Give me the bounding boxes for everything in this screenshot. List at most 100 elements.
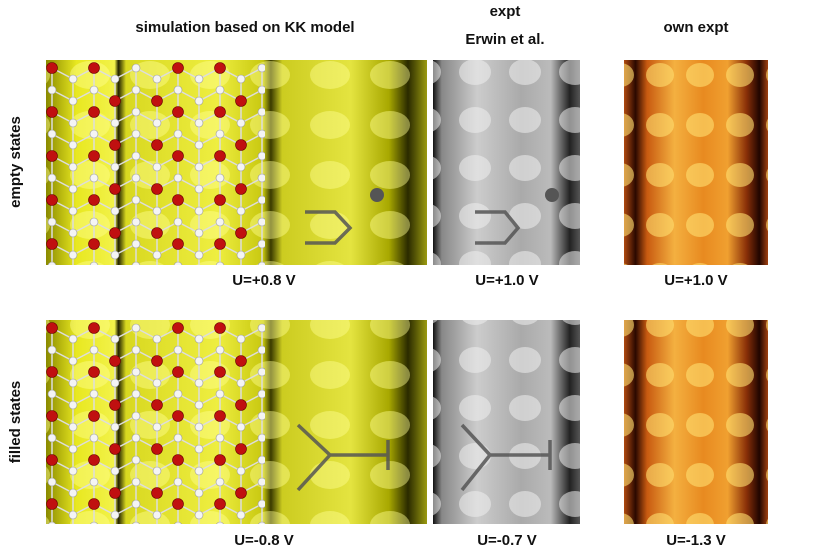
silicon-atom <box>69 423 77 431</box>
silicon-atom <box>216 346 224 354</box>
silicon-atom <box>216 434 224 442</box>
silicon-atom <box>90 174 98 182</box>
silicon-atom <box>90 478 98 486</box>
silicon-atom <box>90 522 98 530</box>
silicon-atom <box>174 522 182 530</box>
oxygen-atom <box>89 239 100 250</box>
silicon-atom <box>174 86 182 94</box>
silicon-atom <box>132 174 140 182</box>
silicon-atom <box>132 522 140 530</box>
silicon-atom <box>48 86 56 94</box>
silicon-atom <box>69 401 77 409</box>
oxygen-atom <box>215 323 226 334</box>
oxygen-atom <box>110 488 121 499</box>
silicon-atom <box>132 456 140 464</box>
oxygen-atom <box>152 488 163 499</box>
silicon-atom <box>237 119 245 127</box>
oxygen-atom <box>89 107 100 118</box>
bond <box>52 526 73 537</box>
bond <box>199 526 220 537</box>
silicon-atom <box>174 478 182 486</box>
silicon-atom <box>174 434 182 442</box>
silicon-atom <box>237 207 245 215</box>
silicon-atom <box>174 262 182 270</box>
oxygen-atom <box>89 367 100 378</box>
silicon-atom <box>48 218 56 226</box>
oxygen-atom <box>152 184 163 195</box>
silicon-atom <box>111 423 119 431</box>
silicon-atom <box>153 251 161 259</box>
silicon-atom <box>258 262 266 270</box>
silicon-atom <box>195 423 203 431</box>
silicon-atom <box>69 489 77 497</box>
oxygen-atom <box>152 140 163 151</box>
oxygen-atom <box>110 356 121 367</box>
oxygen-atom <box>89 455 100 466</box>
bond <box>94 266 115 277</box>
experiment-texture <box>433 320 580 524</box>
silicon-atom <box>69 467 77 475</box>
silicon-atom <box>90 130 98 138</box>
silicon-atom <box>216 522 224 530</box>
silicon-atom <box>195 445 203 453</box>
own-texture <box>624 60 768 265</box>
silicon-atom <box>132 196 140 204</box>
silicon-atom <box>132 434 140 442</box>
own-texture <box>624 320 768 524</box>
oxygen-atom <box>215 151 226 162</box>
silicon-atom <box>174 390 182 398</box>
oxygen-atom <box>236 356 247 367</box>
oxygen-atom <box>173 107 184 118</box>
silicon-atom <box>132 86 140 94</box>
silicon-atom <box>69 511 77 519</box>
silicon-atom <box>48 130 56 138</box>
oxygen-atom <box>110 444 121 455</box>
silicon-atom <box>258 86 266 94</box>
oxygen-atom <box>47 455 58 466</box>
silicon-atom <box>132 108 140 116</box>
bond <box>136 526 157 537</box>
oxygen-atom <box>47 323 58 334</box>
silicon-atom <box>132 130 140 138</box>
row-label: filled states <box>7 381 24 464</box>
oxygen-atom <box>47 499 58 510</box>
oxygen-atom <box>215 499 226 510</box>
silicon-atom <box>90 218 98 226</box>
oxygen-atom <box>89 499 100 510</box>
silicon-atom <box>153 379 161 387</box>
silicon-atom <box>48 478 56 486</box>
silicon-atom <box>153 335 161 343</box>
silicon-atom <box>69 251 77 259</box>
oxygen-atom <box>152 400 163 411</box>
silicon-atom <box>258 240 266 248</box>
silicon-atom <box>153 467 161 475</box>
silicon-atom <box>132 412 140 420</box>
oxygen-atom <box>215 195 226 206</box>
silicon-atom <box>111 163 119 171</box>
silicon-atom <box>195 207 203 215</box>
silicon-atom <box>153 207 161 215</box>
silicon-atom <box>216 174 224 182</box>
experiment-texture <box>433 60 580 265</box>
oxygen-atom <box>110 140 121 151</box>
silicon-atom <box>69 97 77 105</box>
silicon-atom <box>195 467 203 475</box>
silicon-atom <box>258 174 266 182</box>
oxygen-atom <box>47 63 58 74</box>
silicon-atom <box>195 511 203 519</box>
oxygen-atom <box>173 151 184 162</box>
oxygen-atom <box>173 367 184 378</box>
silicon-atom <box>48 346 56 354</box>
silicon-atom <box>69 335 77 343</box>
silicon-atom <box>132 262 140 270</box>
voltage-label: U=+0.8 V <box>232 272 295 289</box>
silicon-atom <box>216 478 224 486</box>
silicon-atom <box>258 390 266 398</box>
silicon-atom <box>132 500 140 508</box>
bond <box>178 526 199 537</box>
column-title: expt <box>490 3 521 20</box>
silicon-atom <box>237 467 245 475</box>
silicon-atom <box>90 86 98 94</box>
silicon-atom <box>258 412 266 420</box>
bond <box>73 526 94 537</box>
